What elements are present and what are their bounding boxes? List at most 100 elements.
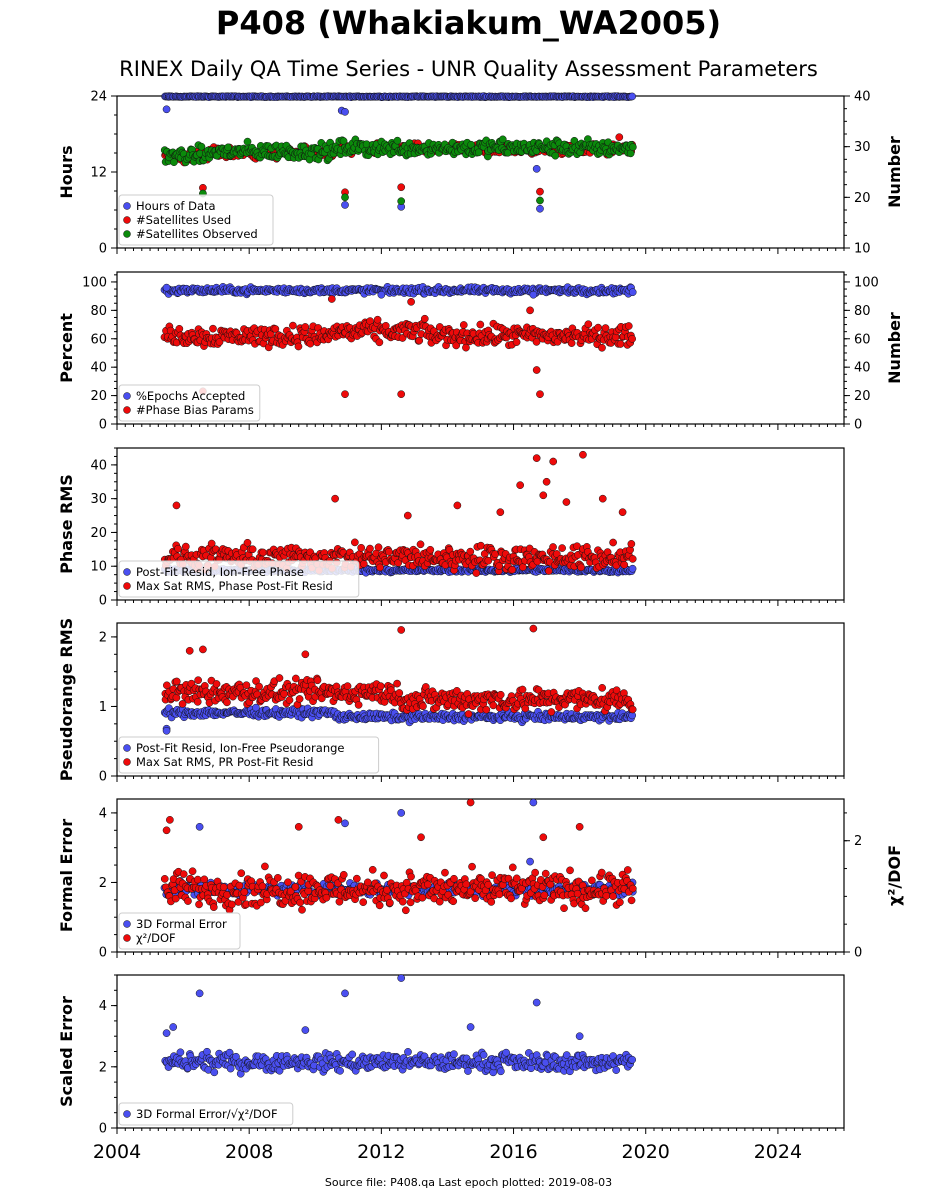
y2-tick-label: 2 xyxy=(854,834,862,849)
data-point xyxy=(598,494,607,503)
data-point xyxy=(175,324,184,333)
data-point xyxy=(628,555,637,563)
data-point xyxy=(209,324,217,333)
data-point xyxy=(200,875,209,884)
data-point xyxy=(275,674,284,682)
data-point xyxy=(577,563,585,572)
legend-marker xyxy=(123,758,131,766)
data-point xyxy=(193,698,202,706)
data-point xyxy=(248,545,257,554)
series-group xyxy=(160,450,637,577)
data-point xyxy=(420,314,429,323)
y2-tick-label: 0 xyxy=(854,946,862,961)
data-point xyxy=(195,900,203,909)
data-point xyxy=(601,324,610,332)
data-point xyxy=(628,334,636,343)
data-point xyxy=(627,540,636,548)
data-point xyxy=(477,541,485,550)
legend-entry: #Phase Bias Params xyxy=(136,403,254,417)
y-axis-label: Hours xyxy=(57,145,76,198)
data-point xyxy=(341,819,349,828)
series-group xyxy=(160,282,637,399)
page-title: P408 (Whakiakum_WA2005) xyxy=(215,4,722,42)
data-point xyxy=(215,338,224,346)
data-point xyxy=(212,680,221,688)
y2-axis-label: χ²/DOF xyxy=(885,845,904,906)
series-group xyxy=(160,92,637,213)
data-point xyxy=(616,340,625,348)
y2-tick-label: 10 xyxy=(854,242,871,257)
data-point xyxy=(397,197,406,205)
data-point xyxy=(472,569,481,577)
panel-3: 0 10 20 30 40 Phase RMS Post-Fit Resid, Ion-Fr… xyxy=(57,447,845,609)
data-point xyxy=(618,508,627,517)
data-point xyxy=(419,702,427,711)
data-point xyxy=(464,710,473,718)
page-subtitle: RINEX Daily QA Time Series - UNR Quality… xyxy=(119,57,818,81)
data-point xyxy=(301,650,310,659)
legend-entry: Max Sat RMS, PR Post-Fit Resid xyxy=(136,755,313,769)
data-point xyxy=(628,564,637,573)
series-1 xyxy=(160,282,637,299)
series-2 xyxy=(160,450,637,577)
data-point xyxy=(594,323,602,332)
data-point xyxy=(195,822,204,831)
y2-tick-label: 20 xyxy=(854,389,871,404)
data-point xyxy=(341,390,349,399)
data-point xyxy=(526,306,534,315)
data-point xyxy=(397,809,406,817)
data-point xyxy=(453,501,462,510)
data-point xyxy=(609,538,617,547)
legend: Post-Fit Resid, Ion-Free PseudorangeMax … xyxy=(118,736,380,774)
data-point xyxy=(252,703,260,712)
legend-marker xyxy=(123,406,131,414)
data-point xyxy=(542,477,551,486)
data-point xyxy=(562,498,571,506)
legend-box xyxy=(118,560,360,598)
data-point xyxy=(294,342,303,351)
data-point xyxy=(357,543,366,552)
data-point xyxy=(508,565,517,574)
legend-marker xyxy=(123,202,131,210)
data-point xyxy=(291,674,300,683)
data-point xyxy=(172,677,181,686)
data-point xyxy=(373,315,382,324)
legend-box xyxy=(118,736,380,774)
data-point xyxy=(629,143,637,151)
legend-marker xyxy=(123,230,131,238)
series-2 xyxy=(160,798,637,915)
data-point xyxy=(584,320,593,329)
panel-4: 0 1 2 Pseudorange RMS Post-Fit Resid, Ion-Fr… xyxy=(57,618,845,785)
data-point xyxy=(403,511,412,520)
data-point xyxy=(558,544,566,552)
y-tick-label: 80 xyxy=(90,304,107,319)
data-point xyxy=(271,325,280,333)
y-axis-label: Formal Error xyxy=(57,819,76,932)
legend-entry: Max Sat RMS, Phase Post-Fit Resid xyxy=(136,579,333,593)
data-point xyxy=(466,547,475,556)
data-point xyxy=(628,92,637,101)
data-point xyxy=(474,148,483,157)
data-point xyxy=(496,508,505,517)
data-point xyxy=(194,676,202,685)
data-point xyxy=(174,544,182,553)
legend-entry: Post-Fit Resid, Ion-Free Phase xyxy=(136,565,304,579)
data-point xyxy=(544,567,553,575)
data-point xyxy=(354,701,363,709)
data-point xyxy=(243,538,252,547)
y-axis-label: Percent xyxy=(57,313,76,383)
data-point xyxy=(532,366,541,374)
data-point xyxy=(327,295,336,303)
data-point xyxy=(397,626,406,634)
y2-axis-label: Number xyxy=(885,136,904,208)
data-point xyxy=(495,562,504,570)
series-group xyxy=(160,798,637,915)
data-point xyxy=(453,687,461,695)
data-point xyxy=(407,297,415,306)
legend-box xyxy=(118,194,274,246)
data-point xyxy=(375,338,384,347)
data-point xyxy=(179,870,188,878)
data-point xyxy=(549,457,558,466)
data-point xyxy=(567,339,576,347)
legend-entry: Hours of Data xyxy=(136,199,216,213)
